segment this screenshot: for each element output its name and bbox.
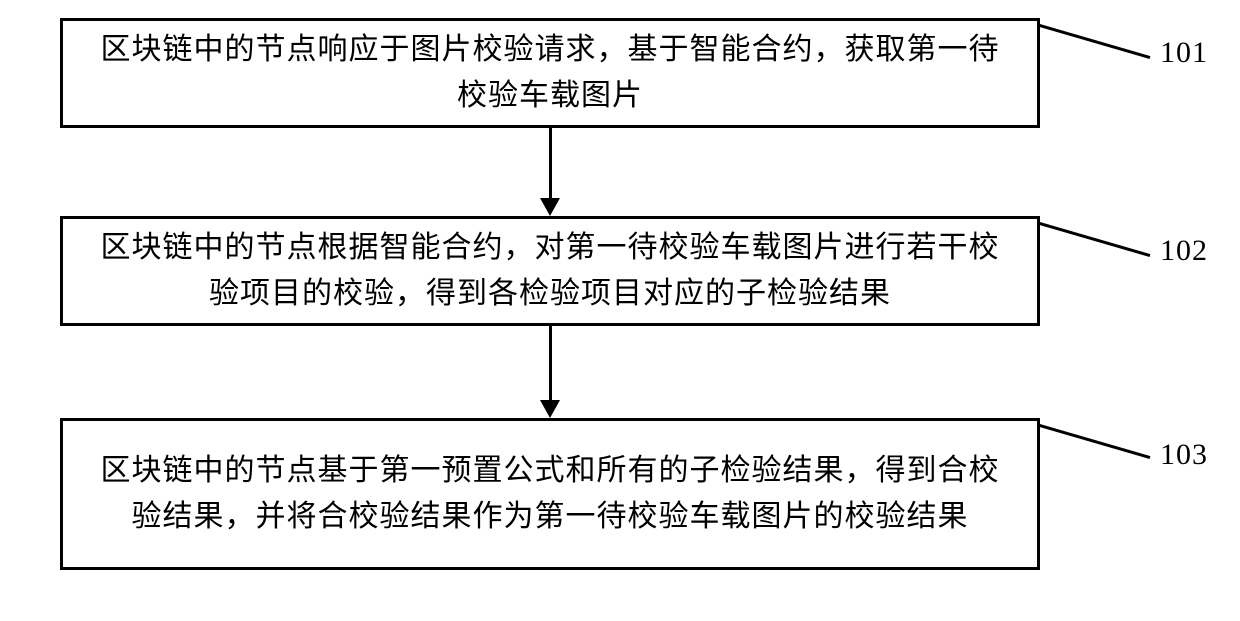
step-text-101: 区块链中的节点响应于图片校验请求，基于智能合约，获取第一待校验车载图片 [87, 27, 1013, 120]
arrow-shaft-102-103 [549, 326, 552, 400]
leader-103 [1039, 424, 1150, 459]
arrow-head-102-103 [540, 400, 560, 418]
step-label-101: 101 [1160, 36, 1208, 70]
arrow-shaft-101-102 [549, 128, 552, 198]
flowchart-canvas: 区块链中的节点响应于图片校验请求，基于智能合约，获取第一待校验车载图片 101 … [0, 0, 1240, 621]
arrow-head-101-102 [540, 198, 560, 216]
step-box-102: 区块链中的节点根据智能合约，对第一待校验车载图片进行若干校验项目的校验，得到各检… [60, 216, 1040, 326]
step-box-103: 区块链中的节点基于第一预置公式和所有的子检验结果，得到合校验结果，并将合校验结果… [60, 418, 1040, 570]
step-box-101: 区块链中的节点响应于图片校验请求，基于智能合约，获取第一待校验车载图片 [60, 18, 1040, 128]
leader-102 [1039, 222, 1150, 257]
step-text-102: 区块链中的节点根据智能合约，对第一待校验车载图片进行若干校验项目的校验，得到各检… [87, 225, 1013, 318]
step-text-103: 区块链中的节点基于第一预置公式和所有的子检验结果，得到合校验结果，并将合校验结果… [87, 448, 1013, 541]
step-label-102: 102 [1160, 234, 1208, 268]
step-label-103: 103 [1160, 438, 1208, 472]
leader-101 [1039, 24, 1150, 59]
